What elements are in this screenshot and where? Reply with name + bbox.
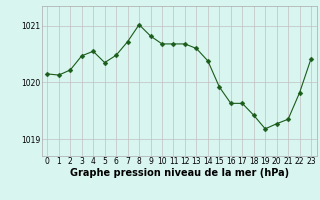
X-axis label: Graphe pression niveau de la mer (hPa): Graphe pression niveau de la mer (hPa) [70,168,289,178]
